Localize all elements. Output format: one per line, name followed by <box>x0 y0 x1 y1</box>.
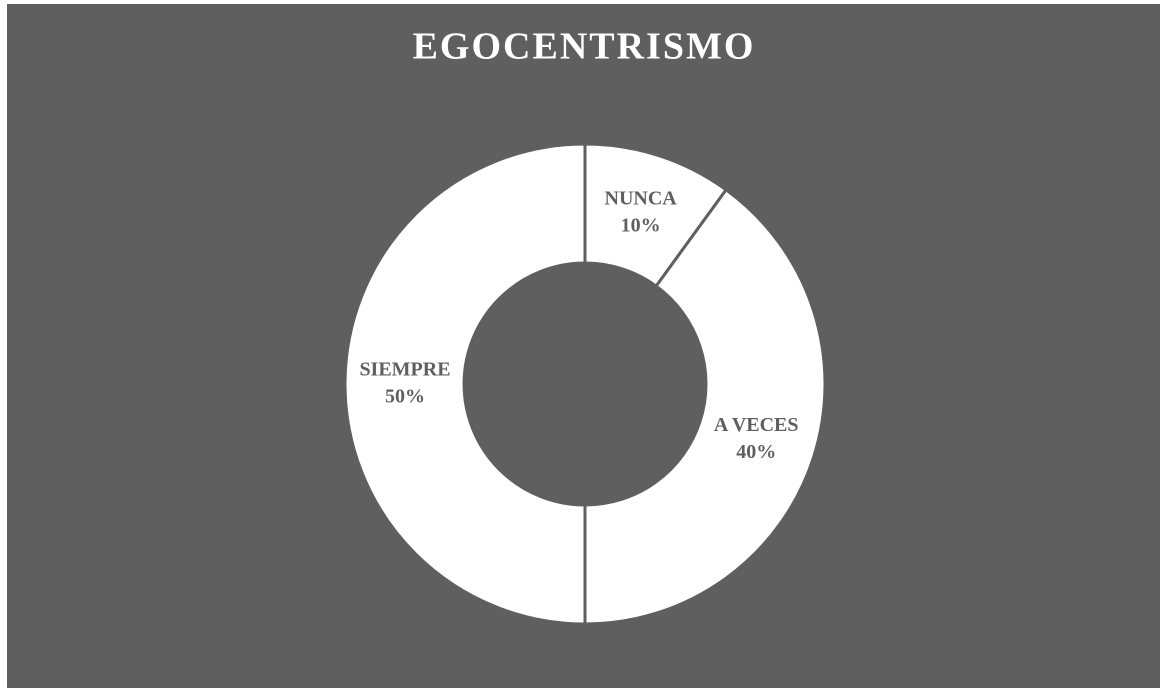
slice-value-label: 10% <box>621 214 661 236</box>
slice-category-label: SIEMPRE <box>359 359 450 381</box>
slice-value-label: 50% <box>385 386 425 408</box>
donut-slice <box>583 187 827 626</box>
chart-title: EGOCENTRISMO <box>413 26 756 68</box>
slice-category-label: A VECES <box>714 414 799 436</box>
slice-category-label: NUNCA <box>605 187 678 209</box>
donut-slice <box>343 142 587 626</box>
slice-value-label: 40% <box>736 441 776 463</box>
